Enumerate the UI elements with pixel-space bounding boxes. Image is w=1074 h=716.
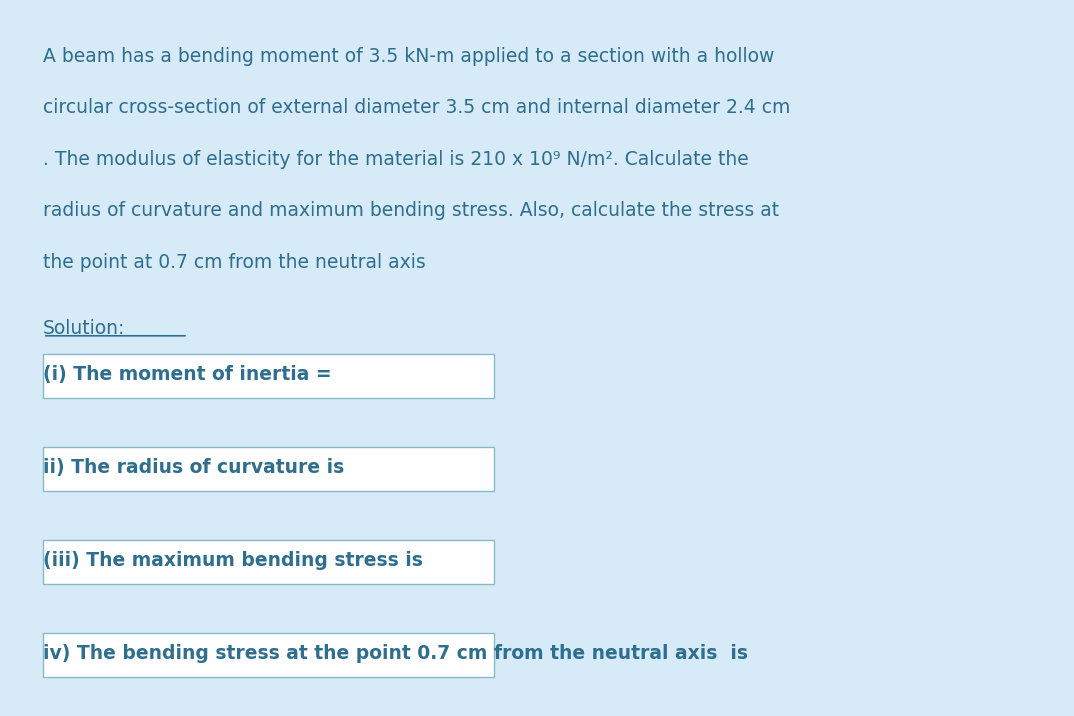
Text: circular cross-section of external diameter 3.5 cm and internal diameter 2.4 cm: circular cross-section of external diame…	[43, 98, 790, 117]
Text: (iii) The maximum bending stress is: (iii) The maximum bending stress is	[43, 551, 423, 571]
FancyBboxPatch shape	[43, 447, 494, 491]
FancyBboxPatch shape	[43, 354, 494, 398]
Text: . The modulus of elasticity for the material is 210 x 10⁹ N/m². Calculate the: . The modulus of elasticity for the mate…	[43, 150, 749, 169]
Text: iv) The bending stress at the point 0.7 cm from the neutral axis  is: iv) The bending stress at the point 0.7 …	[43, 644, 748, 664]
Text: ii) The radius of curvature is: ii) The radius of curvature is	[43, 458, 344, 478]
FancyBboxPatch shape	[43, 633, 494, 677]
FancyBboxPatch shape	[43, 540, 494, 584]
Text: radius of curvature and maximum bending stress. Also, calculate the stress at: radius of curvature and maximum bending …	[43, 201, 779, 221]
Text: (i) The moment of inertia =: (i) The moment of inertia =	[43, 365, 332, 384]
Text: the point at 0.7 cm from the neutral axis: the point at 0.7 cm from the neutral axi…	[43, 253, 425, 272]
Text: Solution:: Solution:	[43, 319, 126, 338]
Text: A beam has a bending moment of 3.5 kN-m applied to a section with a hollow: A beam has a bending moment of 3.5 kN-m …	[43, 47, 774, 66]
